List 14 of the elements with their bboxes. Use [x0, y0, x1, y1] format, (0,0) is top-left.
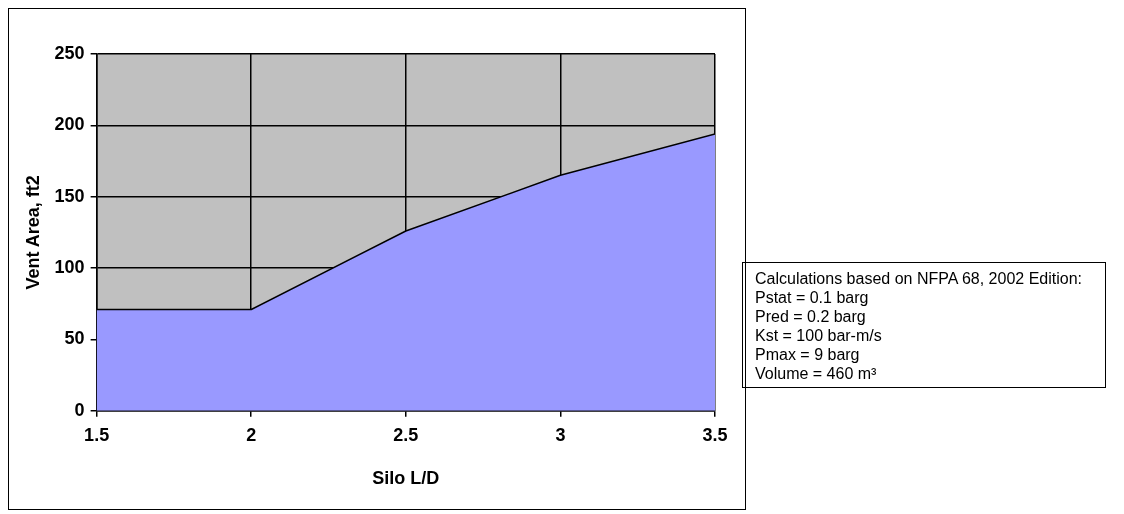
- x-tick-label: 2.5: [393, 424, 419, 445]
- x-axis-title: Silo L/D: [372, 468, 440, 489]
- y-tick-label: 100: [54, 257, 85, 278]
- y-tick-label: 0: [74, 399, 85, 420]
- y-axis-title: Vent Area, ft2: [22, 175, 43, 290]
- y-tick-label: 250: [54, 42, 85, 63]
- x-tick-label: 3.5: [702, 424, 728, 445]
- x-tick-label: 1.5: [84, 424, 110, 445]
- text: Calculations based on NFPA 68, 2002 Edition: Pstat = 0.1 barg Pred = 0.2 barg Kst = 100 bar-m/s Pmax = 9 barg Volume = 460 m³: [742, 262, 1106, 388]
- y-tick-label: 150: [54, 185, 85, 206]
- x-tick-label: 2: [246, 424, 257, 445]
- y-tick-label: 50: [64, 328, 85, 349]
- y-tick-label: 200: [54, 114, 85, 135]
- x-tick-label: 3: [555, 424, 566, 445]
